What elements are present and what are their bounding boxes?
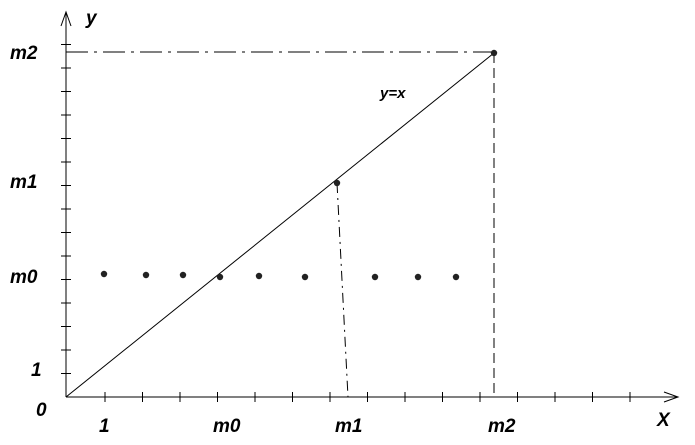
- y-tick-label: m0: [10, 267, 38, 288]
- point: [255, 272, 263, 280]
- point: [414, 273, 422, 281]
- x-tick-label: m0: [213, 416, 241, 437]
- point-m2: [490, 49, 498, 57]
- point: [371, 273, 379, 281]
- point: [301, 273, 309, 281]
- point: [100, 270, 108, 278]
- ticks: [61, 44, 631, 402]
- line-label: y=x: [379, 85, 406, 102]
- y-tick-label: m2: [10, 43, 38, 64]
- points: [100, 49, 498, 281]
- y-tick-label: 1: [31, 360, 42, 381]
- origin-label: 0: [36, 400, 47, 421]
- y-axis-label: y: [85, 8, 98, 29]
- identity-line: [65, 52, 495, 398]
- point: [142, 271, 150, 279]
- point-m1: [333, 179, 341, 187]
- point: [452, 273, 460, 281]
- point: [216, 273, 224, 281]
- x-tick-label: m1: [335, 416, 362, 437]
- y-arrow: [60, 10, 72, 27]
- x-arrow: [663, 391, 680, 403]
- x-axis-label: X: [656, 410, 671, 431]
- x-tick-label: 1: [99, 416, 110, 437]
- point: [179, 271, 187, 279]
- guide-m1-vertical: [336, 182, 349, 398]
- x-tick-label: m2: [488, 416, 516, 437]
- y-tick-label: m1: [10, 172, 37, 193]
